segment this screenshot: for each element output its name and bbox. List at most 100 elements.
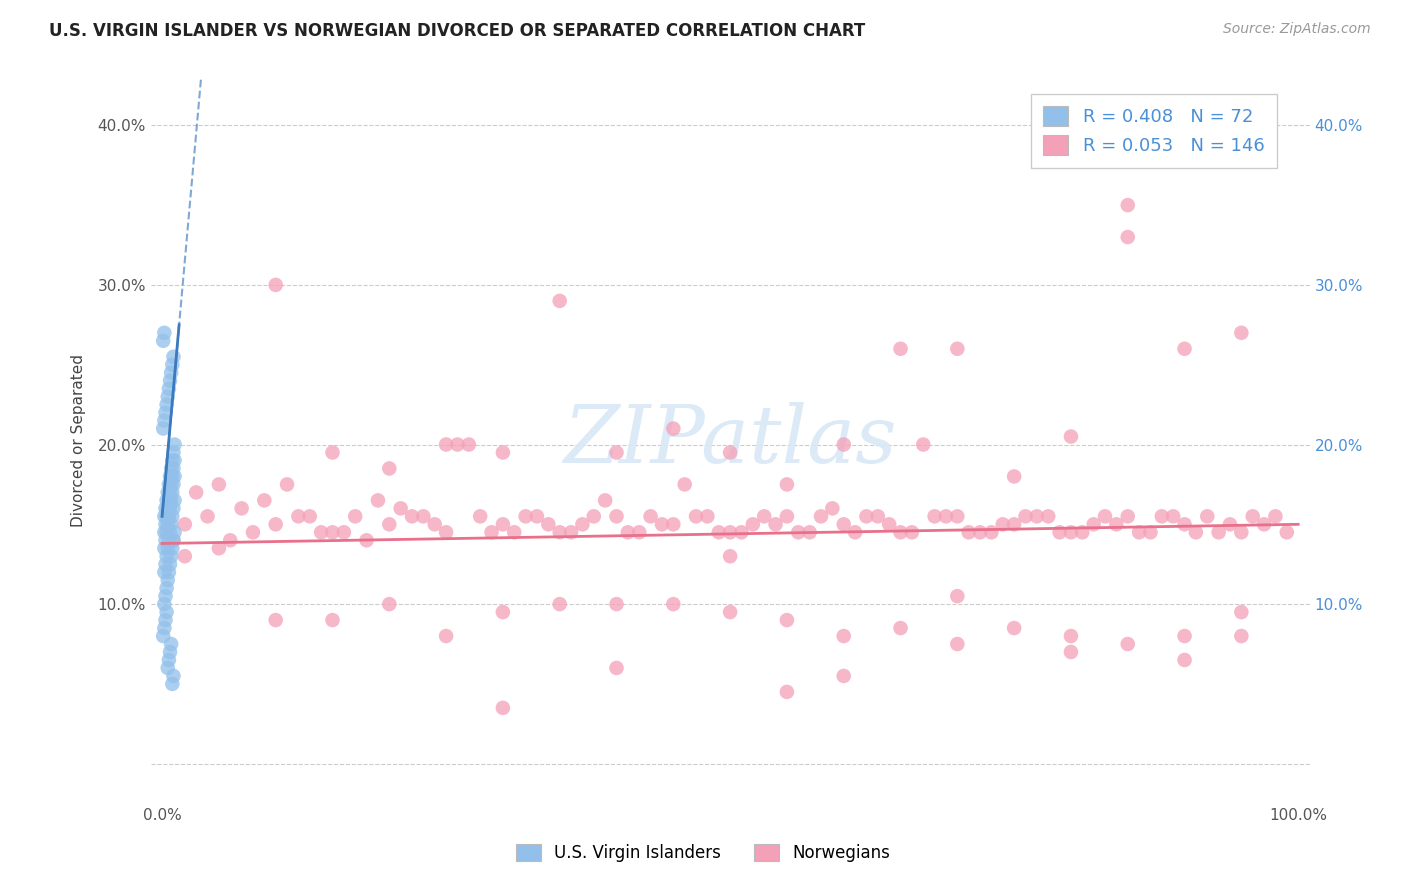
Point — [367, 493, 389, 508]
Point — [356, 533, 378, 548]
Point — [617, 525, 640, 540]
Point — [696, 509, 718, 524]
Point — [434, 525, 457, 540]
Point — [333, 525, 356, 540]
Point — [153, 541, 176, 556]
Point — [152, 629, 174, 643]
Legend: R = 0.408   N = 72, R = 0.053   N = 146: R = 0.408 N = 72, R = 0.053 N = 146 — [1031, 94, 1277, 168]
Point — [877, 517, 900, 532]
Point — [1173, 629, 1195, 643]
Point — [153, 597, 176, 611]
Point — [162, 453, 184, 467]
Point — [832, 517, 855, 532]
Point — [160, 637, 183, 651]
Point — [152, 421, 174, 435]
Point — [1219, 517, 1241, 532]
Point — [537, 517, 560, 532]
Point — [155, 558, 177, 572]
Point — [1230, 605, 1253, 619]
Point — [157, 533, 180, 548]
Point — [253, 493, 276, 508]
Point — [492, 445, 515, 459]
Point — [242, 525, 264, 540]
Point — [662, 597, 685, 611]
Point — [162, 461, 184, 475]
Point — [605, 597, 627, 611]
Point — [832, 437, 855, 451]
Point — [1094, 509, 1116, 524]
Point — [156, 493, 179, 508]
Point — [159, 501, 181, 516]
Point — [157, 382, 180, 396]
Point — [163, 437, 186, 451]
Point — [162, 533, 184, 548]
Point — [156, 485, 179, 500]
Point — [156, 501, 179, 516]
Point — [159, 645, 181, 659]
Point — [153, 326, 176, 340]
Point — [1083, 517, 1105, 532]
Point — [492, 605, 515, 619]
Point — [208, 477, 231, 491]
Point — [160, 366, 183, 380]
Point — [776, 509, 799, 524]
Point — [946, 637, 969, 651]
Point — [832, 669, 855, 683]
Point — [1230, 326, 1253, 340]
Point — [156, 573, 179, 587]
Point — [492, 701, 515, 715]
Point — [378, 461, 401, 475]
Point — [162, 677, 184, 691]
Point — [162, 509, 184, 524]
Point — [969, 525, 991, 540]
Point — [157, 493, 180, 508]
Point — [173, 517, 195, 532]
Point — [718, 525, 741, 540]
Point — [582, 509, 605, 524]
Point — [157, 477, 180, 491]
Point — [741, 517, 763, 532]
Point — [776, 685, 799, 699]
Point — [163, 525, 186, 540]
Point — [457, 437, 479, 451]
Point — [162, 350, 184, 364]
Point — [378, 517, 401, 532]
Point — [155, 589, 177, 603]
Point — [162, 477, 184, 491]
Point — [1116, 198, 1139, 212]
Point — [153, 509, 176, 524]
Point — [1071, 525, 1094, 540]
Point — [1264, 509, 1286, 524]
Point — [156, 549, 179, 564]
Point — [866, 509, 889, 524]
Point — [481, 525, 503, 540]
Point — [889, 342, 911, 356]
Point — [163, 493, 186, 508]
Point — [548, 525, 571, 540]
Point — [423, 517, 446, 532]
Point — [605, 509, 627, 524]
Point — [1150, 509, 1173, 524]
Point — [156, 398, 179, 412]
Point — [173, 549, 195, 564]
Point — [718, 549, 741, 564]
Point — [197, 509, 219, 524]
Point — [287, 509, 309, 524]
Point — [605, 661, 627, 675]
Point — [1116, 637, 1139, 651]
Point — [162, 485, 184, 500]
Point — [162, 669, 184, 683]
Point — [1173, 517, 1195, 532]
Point — [160, 493, 183, 508]
Point — [855, 509, 877, 524]
Point — [901, 525, 924, 540]
Point — [446, 437, 468, 451]
Point — [159, 374, 181, 388]
Point — [1002, 517, 1025, 532]
Point — [935, 509, 957, 524]
Point — [186, 485, 208, 500]
Y-axis label: Divorced or Separated: Divorced or Separated — [72, 354, 86, 527]
Point — [155, 501, 177, 516]
Point — [160, 461, 183, 475]
Point — [157, 653, 180, 667]
